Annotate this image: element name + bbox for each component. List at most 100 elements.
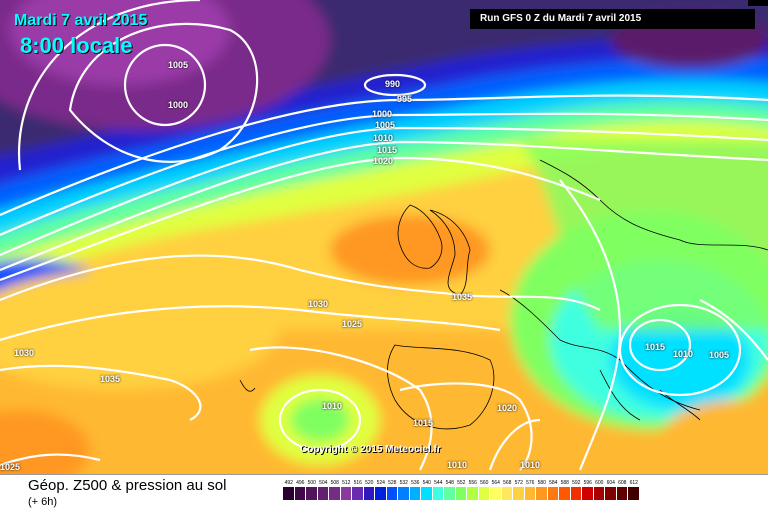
scale-value: 508 (330, 480, 339, 486)
color-scale: 492 496 500 504 508 512 516 520 524 528 532 536 540 5… (283, 479, 640, 500)
isobar-label: 1015 (413, 418, 434, 428)
scale-swatch (283, 487, 295, 500)
scale-value: 504 (319, 480, 328, 486)
scale-value: 596 (583, 480, 592, 486)
scale-swatch (467, 487, 479, 500)
isobar-label: 1005 (709, 350, 730, 360)
isobar-label: 990 (385, 79, 401, 89)
scale-value: 516 (353, 480, 362, 486)
scale-swatch (363, 487, 375, 500)
copyright-notice: Copyright © 2015 Meteociel.fr (300, 444, 441, 455)
scale-swatch (524, 487, 536, 500)
scale-value: 608 (618, 480, 627, 486)
weather-map: 1005 1000 990 995 1000 1005 1010 1015 10… (0, 0, 768, 474)
scale-step: 536 (409, 479, 421, 500)
scale-swatch (375, 487, 387, 500)
scale-step: 520 (363, 479, 375, 500)
scale-step: 596 (582, 479, 594, 500)
isobar-label: 1010 (322, 401, 343, 411)
scale-step: 492 (283, 479, 295, 500)
scale-value: 512 (342, 480, 351, 486)
scale-swatch (340, 487, 352, 500)
forecast-time: 8:00 locale (20, 33, 133, 58)
isobar-label: 1010 (520, 460, 541, 470)
scale-swatch (398, 487, 410, 500)
isobar-label: 1010 (673, 349, 694, 359)
legend-subtitle: (+ 6h) (28, 496, 58, 508)
scale-value: 568 (503, 480, 512, 486)
isobar-label: 1010 (373, 133, 394, 143)
isobar-label: 1020 (497, 403, 518, 413)
scale-step: 580 (536, 479, 548, 500)
scale-value: 592 (572, 480, 581, 486)
scale-value: 584 (549, 480, 558, 486)
scale-swatch (593, 487, 605, 500)
scale-swatch (616, 487, 628, 500)
scale-step: 604 (605, 479, 617, 500)
scale-swatch (605, 487, 617, 500)
scale-swatch (536, 487, 548, 500)
scale-step: 508 (329, 479, 341, 500)
scale-step: 588 (559, 479, 571, 500)
scale-step: 600 (593, 479, 605, 500)
scale-step: 548 (444, 479, 456, 500)
scale-swatch (570, 487, 582, 500)
scale-step: 544 (432, 479, 444, 500)
scale-value: 500 (307, 480, 316, 486)
scale-value: 560 (480, 480, 489, 486)
scale-value: 492 (284, 480, 293, 486)
scale-value: 548 (445, 480, 454, 486)
legend-footer: Géop. Z500 & pression au sol (+ 6h) 492 4… (0, 474, 768, 513)
isobar-label: 1030 (308, 299, 329, 309)
isobar-label: 1035 (452, 292, 473, 302)
scale-step: 496 (294, 479, 306, 500)
scale-value: 556 (468, 480, 477, 486)
scale-swatch (478, 487, 490, 500)
corner-marker (748, 0, 768, 6)
isobar-label: 1015 (377, 145, 398, 155)
scale-step: 592 (570, 479, 582, 500)
scale-swatch (386, 487, 398, 500)
scale-swatch (409, 487, 421, 500)
scale-swatch (513, 487, 525, 500)
isobar-label: 1025 (342, 319, 363, 329)
legend-title: Géop. Z500 & pression au sol (28, 477, 227, 494)
scale-value: 576 (526, 480, 535, 486)
scale-swatch (582, 487, 594, 500)
scale-swatch (559, 487, 571, 500)
scale-swatch (547, 487, 559, 500)
scale-value: 536 (411, 480, 420, 486)
scale-step: 568 (501, 479, 513, 500)
isobar-label: 1005 (168, 60, 189, 70)
scale-value: 600 (595, 480, 604, 486)
scale-step: 560 (478, 479, 490, 500)
scale-step: 532 (398, 479, 410, 500)
scale-value: 552 (457, 480, 466, 486)
scale-step: 528 (386, 479, 398, 500)
isobar-label: 1005 (375, 120, 396, 130)
scale-swatch (628, 487, 640, 500)
scale-step: 584 (547, 479, 559, 500)
geopotential-field (0, 0, 768, 474)
isobars (0, 0, 768, 470)
forecast-date: Mardi 7 avril 2015 (14, 12, 148, 29)
scale-step: 572 (513, 479, 525, 500)
scale-value: 612 (629, 480, 638, 486)
scale-value: 532 (399, 480, 408, 486)
isobar-label: 1020 (373, 156, 394, 166)
scale-swatch (432, 487, 444, 500)
scale-step: 552 (455, 479, 467, 500)
scale-value: 572 (514, 480, 523, 486)
scale-step: 576 (524, 479, 536, 500)
scale-swatch (490, 487, 502, 500)
isobar-label: 1000 (168, 100, 189, 110)
scale-value: 564 (491, 480, 500, 486)
isobar-label: 995 (397, 94, 413, 104)
isobar-label: 1030 (14, 348, 35, 358)
scale-step: 512 (340, 479, 352, 500)
scale-value: 496 (296, 480, 305, 486)
scale-value: 588 (560, 480, 569, 486)
scale-value: 580 (537, 480, 546, 486)
scale-swatch (444, 487, 456, 500)
scale-swatch (352, 487, 364, 500)
